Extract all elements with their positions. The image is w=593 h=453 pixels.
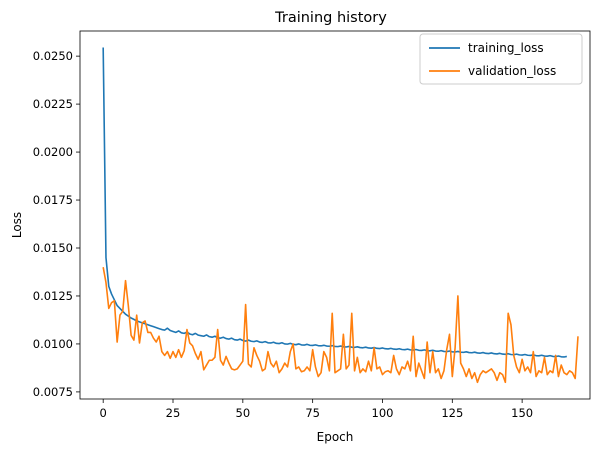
y-tick-label: 0.0200 [33, 145, 73, 159]
legend: training_loss validation_loss [419, 33, 583, 85]
y-axis-label: Loss [10, 212, 24, 238]
series-line-validation-loss [102, 267, 579, 384]
x-tick-label: 150 [511, 406, 533, 420]
x-tick-label: 100 [372, 406, 394, 420]
y-tick-label: 0.0225 [33, 97, 73, 111]
x-tick-label: 25 [166, 406, 181, 420]
y-tick-label: 0.0125 [33, 289, 73, 303]
y-tick-label: 0.0175 [33, 193, 73, 207]
series-line-training-loss [102, 47, 567, 358]
x-tick-label: 75 [305, 406, 320, 420]
x-tick-label: 0 [100, 406, 107, 420]
axes-frame [79, 30, 591, 400]
y-tick-label: 0.0075 [33, 385, 73, 399]
plot-area: 0 25 50 75 100 125 150 0.0075 0.0100 0.0125 0.0150… [33, 30, 591, 420]
chart-title: Training history [274, 10, 387, 26]
y-tick-label: 0.0100 [33, 337, 73, 351]
legend-box [419, 33, 583, 85]
x-tick-label: 50 [236, 406, 251, 420]
x-tick-label: 125 [441, 406, 463, 420]
y-tick-label: 0.0250 [33, 49, 73, 63]
x-axis-label: Epoch [317, 430, 354, 444]
legend-validation-loss-label: validation_loss [468, 64, 556, 78]
legend-training-loss-label: training_loss [468, 41, 544, 55]
y-tick-label: 0.0150 [33, 241, 73, 255]
